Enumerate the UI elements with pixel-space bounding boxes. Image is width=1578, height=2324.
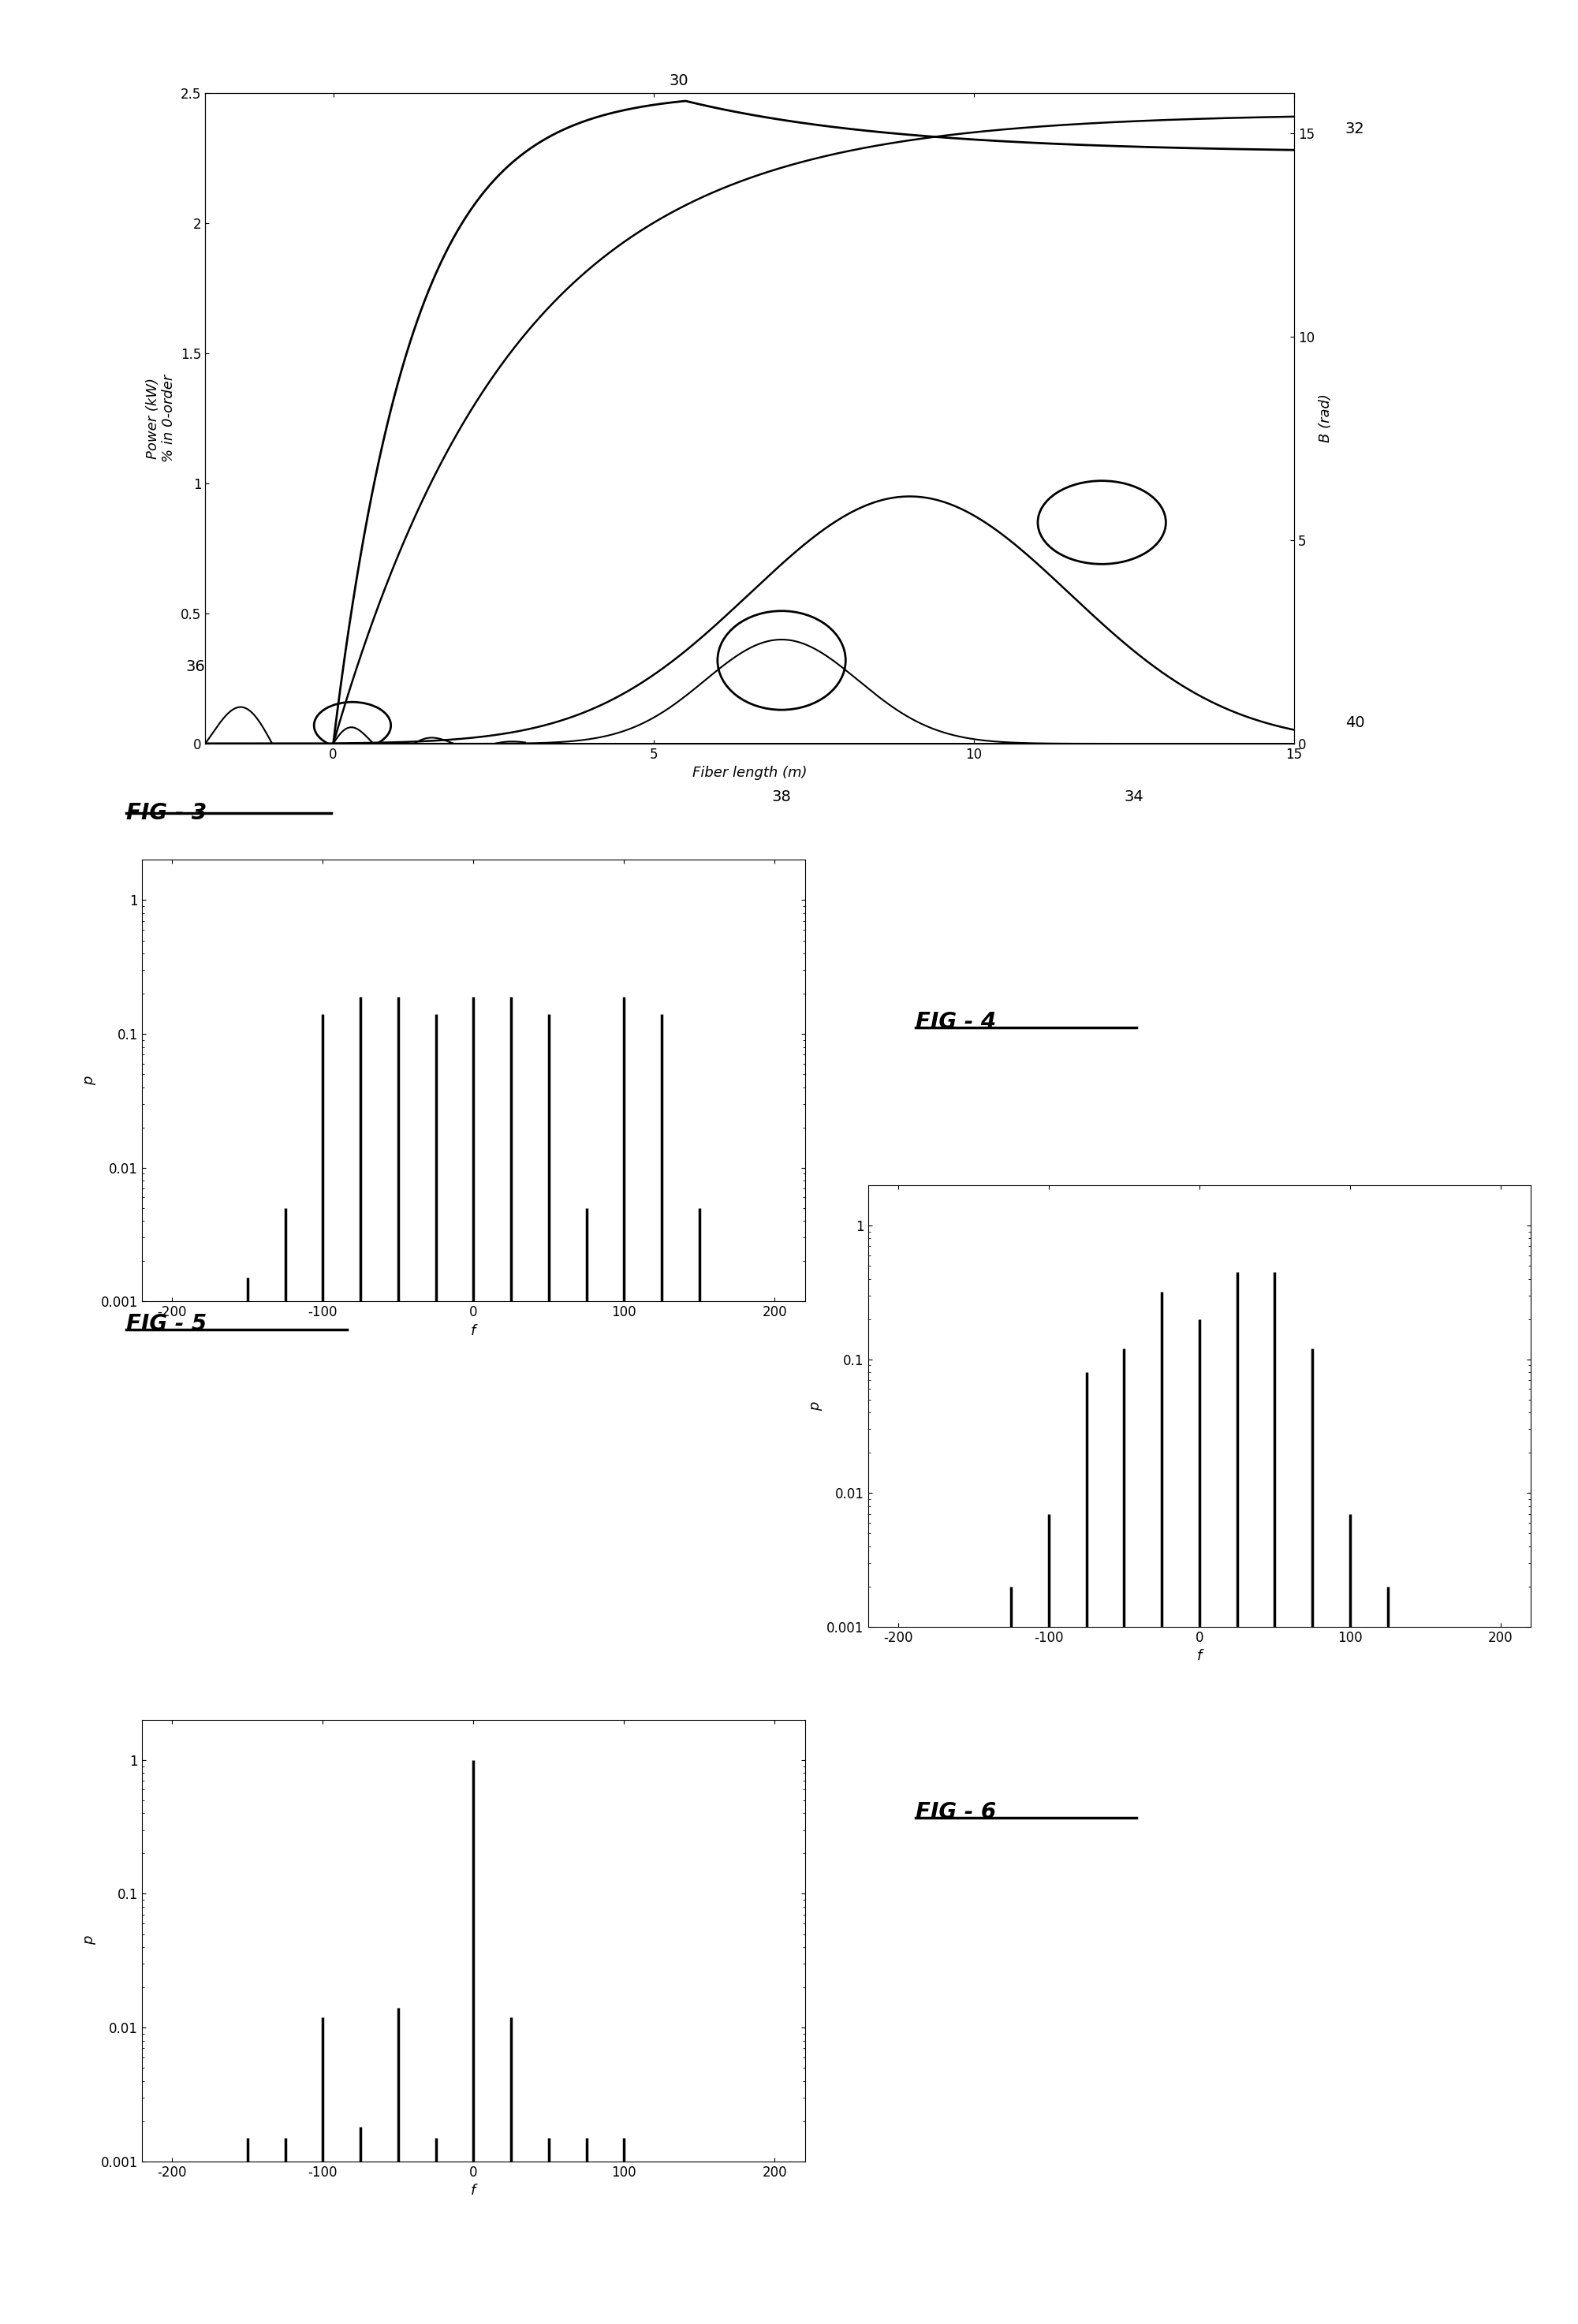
Text: 36: 36 xyxy=(186,660,205,674)
Y-axis label: p: p xyxy=(82,1076,96,1085)
Text: FIG - 3: FIG - 3 xyxy=(126,802,207,825)
Text: FIG - 5: FIG - 5 xyxy=(126,1313,207,1336)
Text: FIG - 6: FIG - 6 xyxy=(915,1801,996,1824)
X-axis label: f: f xyxy=(1196,1650,1202,1664)
Text: 30: 30 xyxy=(669,74,690,88)
Y-axis label: p: p xyxy=(82,1936,96,1945)
Y-axis label: p: p xyxy=(808,1401,822,1411)
Text: 38: 38 xyxy=(772,790,791,804)
X-axis label: Fiber length (m): Fiber length (m) xyxy=(693,767,806,781)
Text: 34: 34 xyxy=(1124,790,1144,804)
Text: 40: 40 xyxy=(1344,716,1365,730)
Y-axis label: B (rad): B (rad) xyxy=(1319,395,1333,442)
Text: 32: 32 xyxy=(1344,121,1365,137)
X-axis label: f: f xyxy=(470,1325,477,1339)
X-axis label: f: f xyxy=(470,2185,477,2199)
Text: FIG - 4: FIG - 4 xyxy=(915,1011,996,1034)
Y-axis label: Power (kW)
% in 0-order: Power (kW) % in 0-order xyxy=(145,374,177,462)
